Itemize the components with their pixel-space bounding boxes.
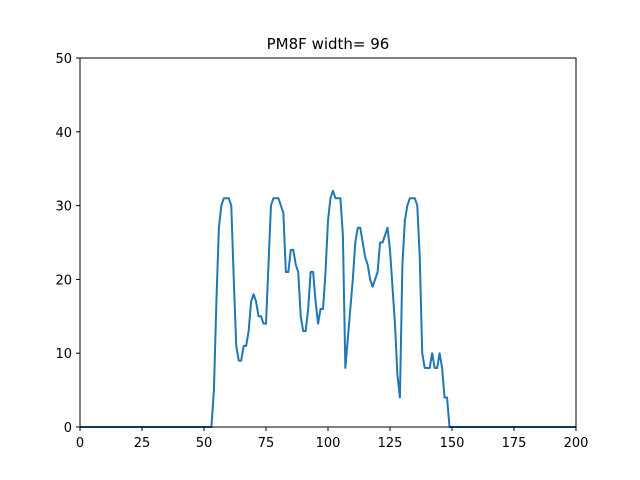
x-tick-label: 25 <box>134 436 151 451</box>
x-tick-label: 125 <box>378 436 403 451</box>
y-tick-label: 10 <box>55 347 72 362</box>
x-tick-label: 200 <box>564 436 589 451</box>
chart-title: PM8F width= 96 <box>267 35 390 53</box>
x-tick-label: 50 <box>196 436 213 451</box>
x-tick-label: 100 <box>316 436 341 451</box>
y-tick-label: 50 <box>55 52 72 67</box>
y-tick-label: 30 <box>55 200 72 215</box>
x-tick-label: 175 <box>502 436 527 451</box>
y-tick-label: 0 <box>64 421 72 436</box>
x-tick-label: 0 <box>76 436 84 451</box>
x-tick-label: 150 <box>440 436 465 451</box>
x-tick-label: 75 <box>258 436 275 451</box>
y-tick-label: 40 <box>55 126 72 141</box>
y-tick-label: 20 <box>55 273 72 288</box>
